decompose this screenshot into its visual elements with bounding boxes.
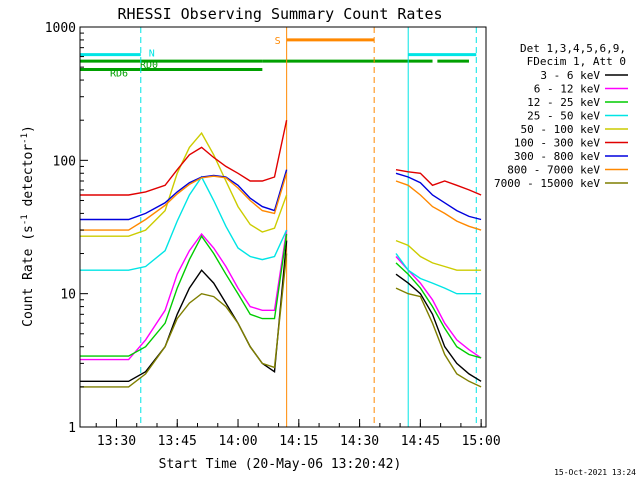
plot-frame xyxy=(79,26,487,428)
x-tick-label-1: 13:30 xyxy=(97,434,136,449)
x-tick-label-2: 13:45 xyxy=(158,434,197,449)
series-line-9 xyxy=(80,253,482,388)
event-lines xyxy=(79,27,477,427)
x-tick-label-6: 14:45 xyxy=(401,434,440,449)
y-axis-label-sup2: -1 xyxy=(20,133,30,144)
axes: 1 10 100 1000 13:30 13:45 14:00 14:15 14:30 14:45… xyxy=(45,21,501,449)
y-axis-label-main: Count Rate (s xyxy=(21,225,36,327)
series-line-8 xyxy=(80,173,482,231)
series-line-7 xyxy=(80,169,482,221)
legend-label-4: 25 - 50 keV xyxy=(527,110,600,123)
footer-date: 15-Oct-2021 13:24 xyxy=(554,468,636,477)
y-axis-label-mid: detector xyxy=(21,144,36,215)
y-axis-label-sup1: -1 xyxy=(20,214,30,225)
x-tick-label-4: 14:15 xyxy=(279,434,318,449)
legend-label-3: 12 - 25 keV xyxy=(527,96,600,109)
legend-label-9: 7000 - 15000 keV xyxy=(494,177,600,190)
y-tick-label-2: 10 xyxy=(60,288,76,303)
y-tick-label-3: 100 xyxy=(53,154,76,169)
flag-label-3: RD6 xyxy=(110,69,128,80)
x-tick-label-5: 14:30 xyxy=(340,434,379,449)
flag-label-4: S xyxy=(275,36,281,47)
legend-label-8: 800 - 7000 keV xyxy=(507,164,600,177)
flag-label-2: RD0 xyxy=(140,60,158,71)
legend-label-5: 50 - 100 keV xyxy=(521,123,601,136)
series-group xyxy=(80,120,482,388)
x-tick-label-3: 14:00 xyxy=(218,434,257,449)
series-line-6 xyxy=(80,120,482,196)
legend-header-line-1: Det 1,3,4,5,6,9, xyxy=(520,42,626,55)
flag-label-1: N xyxy=(149,49,155,60)
x-axis-label: Start Time (20-May-06 13:20:42) xyxy=(159,457,402,472)
legend-label-2: 6 - 12 keV xyxy=(534,83,601,96)
chart-title: RHESSI Observing Summary Count Rates xyxy=(117,5,442,23)
legend-header-line-2: FDecim 1, Att 0 xyxy=(527,55,626,68)
series-line-4 xyxy=(80,175,482,295)
series-line-5 xyxy=(80,131,482,271)
legend-label-6: 100 - 300 keV xyxy=(514,137,600,150)
x-tick-label-7: 15:00 xyxy=(462,434,501,449)
y-tick-label-4: 1000 xyxy=(45,21,76,36)
legend: Det 1,3,4,5,6,9, FDecim 1, Att 0 3 - 6 k… xyxy=(494,42,628,190)
series-line-3 xyxy=(80,233,482,359)
y-axis-label-end: ) xyxy=(21,125,36,133)
legend-label-1: 3 - 6 keV xyxy=(540,69,600,82)
y-axis-label: Count Rate (s-1 detector-1) xyxy=(20,125,36,327)
legend-label-7: 300 - 800 keV xyxy=(514,150,600,163)
y-tick-label-1: 1 xyxy=(68,421,76,436)
